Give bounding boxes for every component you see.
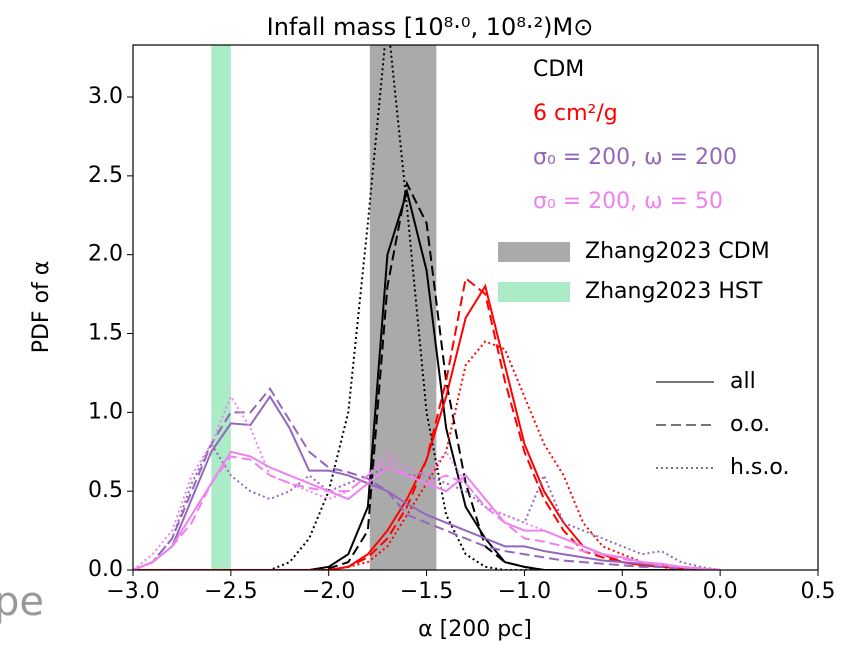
x-tick-label: −2.0 — [302, 579, 355, 604]
background-text: pe — [0, 579, 44, 625]
legend-label: o.o. — [730, 412, 770, 437]
series-line — [133, 386, 721, 570]
x-tick-label: 0.5 — [801, 579, 836, 604]
y-tick-label: 1.5 — [88, 321, 123, 346]
series-line — [133, 441, 721, 570]
legend-label: h.s.o. — [730, 455, 789, 480]
legend-label: Zhang2023 HST — [585, 279, 763, 304]
y-tick-label: 2.5 — [88, 163, 123, 188]
ticks: −3.0 −2.5 −2.0 −1.5 −1.0 −0.5 0.0 0.5 0.0 0.5 1.0 1… — [88, 84, 836, 604]
x-tick-label: −1.0 — [498, 579, 551, 604]
series-line — [133, 276, 721, 570]
y-tick-label: 0.0 — [88, 557, 123, 582]
y-axis-label: PDF of α — [29, 261, 54, 354]
x-axis-label: α [200 pc] — [418, 617, 532, 642]
legend-label: CDM — [533, 57, 584, 82]
x-tick-label: −3.0 — [106, 579, 159, 604]
x-tick-label: −2.5 — [204, 579, 257, 604]
x-tick-label: −0.5 — [596, 579, 649, 604]
series-line — [133, 180, 721, 570]
legend-label: all — [730, 369, 756, 394]
legend-label: σ₀ = 200, ω = 200 — [533, 145, 737, 170]
legend-swatch — [498, 282, 570, 302]
x-tick-label: −1.5 — [400, 579, 453, 604]
legend-swatch — [498, 242, 570, 262]
chart-title: Infall mass [10⁸·⁰, 10⁸·²)M⊙ — [267, 13, 594, 41]
legend-label: Zhang2023 CDM — [585, 239, 770, 264]
legend: CDM 6 cm²/g σ₀ = 200, ω = 200 σ₀ = 200, ω =… — [498, 57, 789, 480]
legend-label: 6 cm²/g — [533, 101, 618, 126]
legend-label: σ₀ = 200, ω = 50 — [533, 189, 723, 214]
bands — [211, 45, 437, 570]
series-line — [133, 394, 721, 570]
y-tick-label: 3.0 — [88, 84, 123, 109]
series-line — [133, 455, 721, 570]
x-tick-label: 0.0 — [703, 579, 738, 604]
series-line — [133, 187, 721, 570]
band — [369, 45, 437, 570]
y-tick-label: 2.0 — [88, 242, 123, 267]
band — [211, 45, 231, 570]
y-tick-label: 0.5 — [88, 478, 123, 503]
y-tick-label: 1.0 — [88, 399, 123, 424]
axes-frame — [132, 44, 819, 571]
lines — [133, 45, 721, 570]
